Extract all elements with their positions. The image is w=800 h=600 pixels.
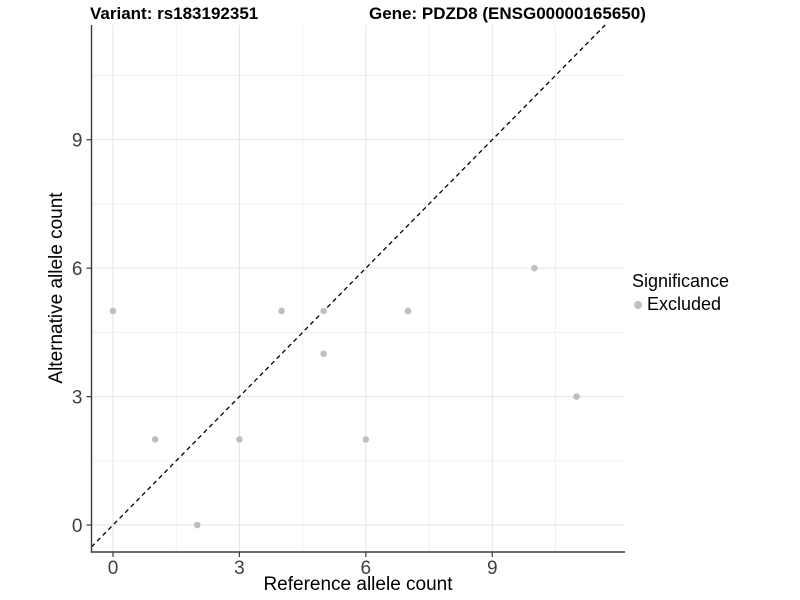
legend-item-label: Excluded bbox=[647, 294, 722, 314]
data-point bbox=[278, 307, 285, 315]
data-point bbox=[151, 436, 159, 443]
identity-line bbox=[91, 24, 606, 548]
y-tick-label: 9 bbox=[72, 131, 83, 152]
x-axis-title: Reference allele count bbox=[263, 574, 453, 595]
legend-item-excluded: Excluded bbox=[632, 294, 729, 315]
x-tick-label: 9 bbox=[487, 558, 498, 579]
y-axis-title: Alternative allele count bbox=[46, 192, 67, 384]
y-tick-label: 0 bbox=[72, 516, 83, 537]
data-point bbox=[362, 436, 370, 443]
x-tick-label: 0 bbox=[108, 558, 119, 579]
legend-title: Significance bbox=[632, 271, 730, 291]
data-point bbox=[236, 436, 243, 443]
gene-title: Gene: PDZD8 (ENSG00000165650) bbox=[369, 4, 646, 23]
data-point bbox=[531, 264, 538, 272]
x-tick-label: 3 bbox=[234, 558, 245, 579]
data-point bbox=[193, 521, 201, 529]
data-point bbox=[109, 307, 117, 315]
x-tick-label: 6 bbox=[361, 558, 372, 579]
data-point bbox=[320, 350, 327, 358]
legend: Significance Excluded bbox=[632, 271, 729, 315]
data-point bbox=[320, 307, 327, 315]
y-tick-label: 6 bbox=[72, 259, 83, 280]
y-tick-label: 3 bbox=[72, 388, 83, 409]
variant-title: Variant: rs183192351 bbox=[90, 4, 259, 23]
data-point bbox=[573, 393, 580, 400]
data-point bbox=[404, 307, 412, 315]
excluded-point-icon bbox=[634, 300, 642, 309]
